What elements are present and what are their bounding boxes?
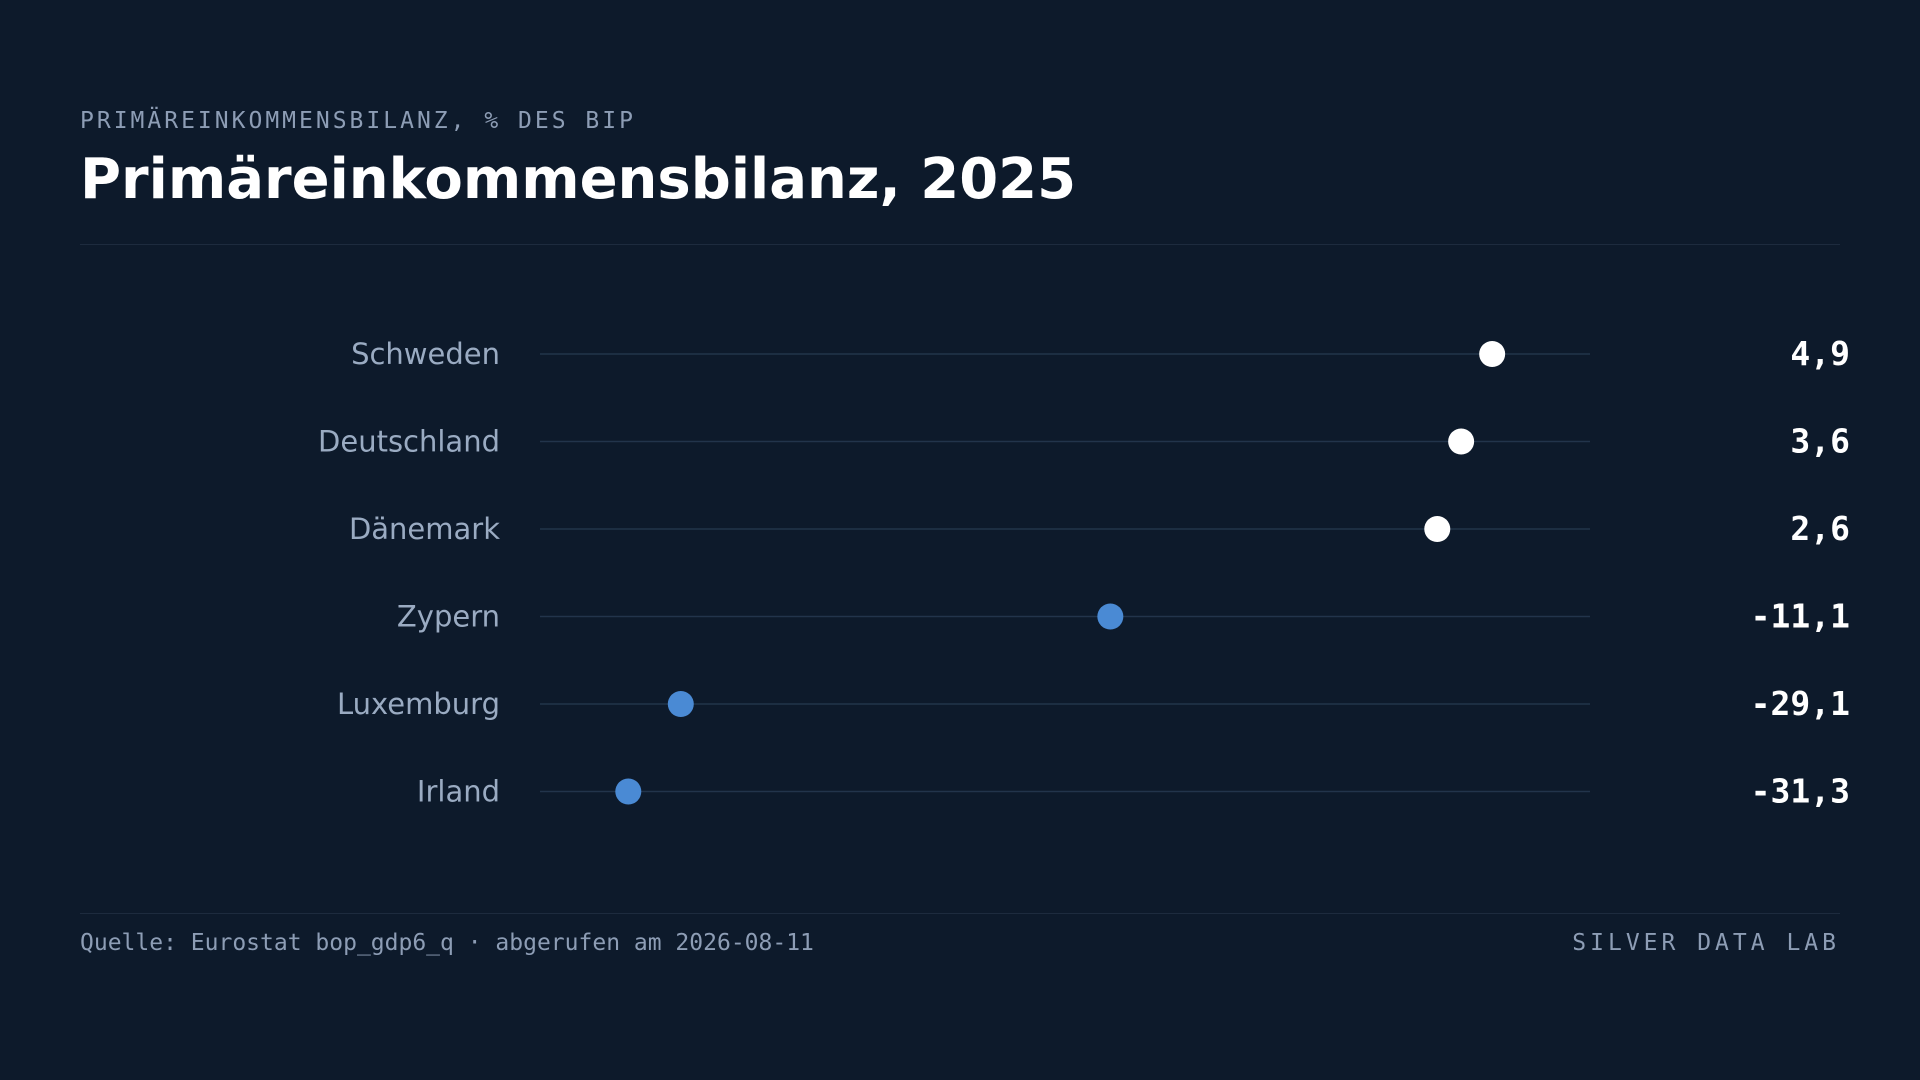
value-label: 4,9 — [1790, 334, 1850, 373]
footer-divider — [80, 913, 1840, 914]
value-label: 3,6 — [1790, 422, 1850, 461]
category-label: Dänemark — [349, 512, 500, 546]
data-point — [1097, 603, 1124, 630]
value-label: -31,3 — [1751, 772, 1850, 811]
category-label: Irland — [417, 775, 500, 809]
category-label: Deutschland — [318, 425, 500, 459]
data-point — [667, 691, 694, 717]
data-point — [615, 778, 642, 805]
header-divider — [80, 244, 1840, 245]
value-label: -11,1 — [1751, 597, 1850, 636]
data-point — [1479, 341, 1506, 367]
category-label: Zypern — [397, 600, 500, 634]
source-note: Quelle: Eurostat bop_gdp6_q · abgerufen … — [80, 930, 814, 956]
chart-subtitle: PRIMÄREINKOMMENSBILANZ, % DES BIP — [80, 108, 636, 134]
data-point — [1448, 428, 1475, 455]
chart-title: Primäreinkommensbilanz, 2025 — [80, 147, 1077, 212]
value-label: -29,1 — [1751, 684, 1850, 723]
category-label: Schweden — [351, 337, 500, 371]
category-label: Luxemburg — [337, 687, 500, 721]
value-label: 2,6 — [1790, 509, 1850, 548]
brand-label: SILVER DATA LAB — [1572, 930, 1840, 956]
data-point — [1424, 516, 1451, 542]
